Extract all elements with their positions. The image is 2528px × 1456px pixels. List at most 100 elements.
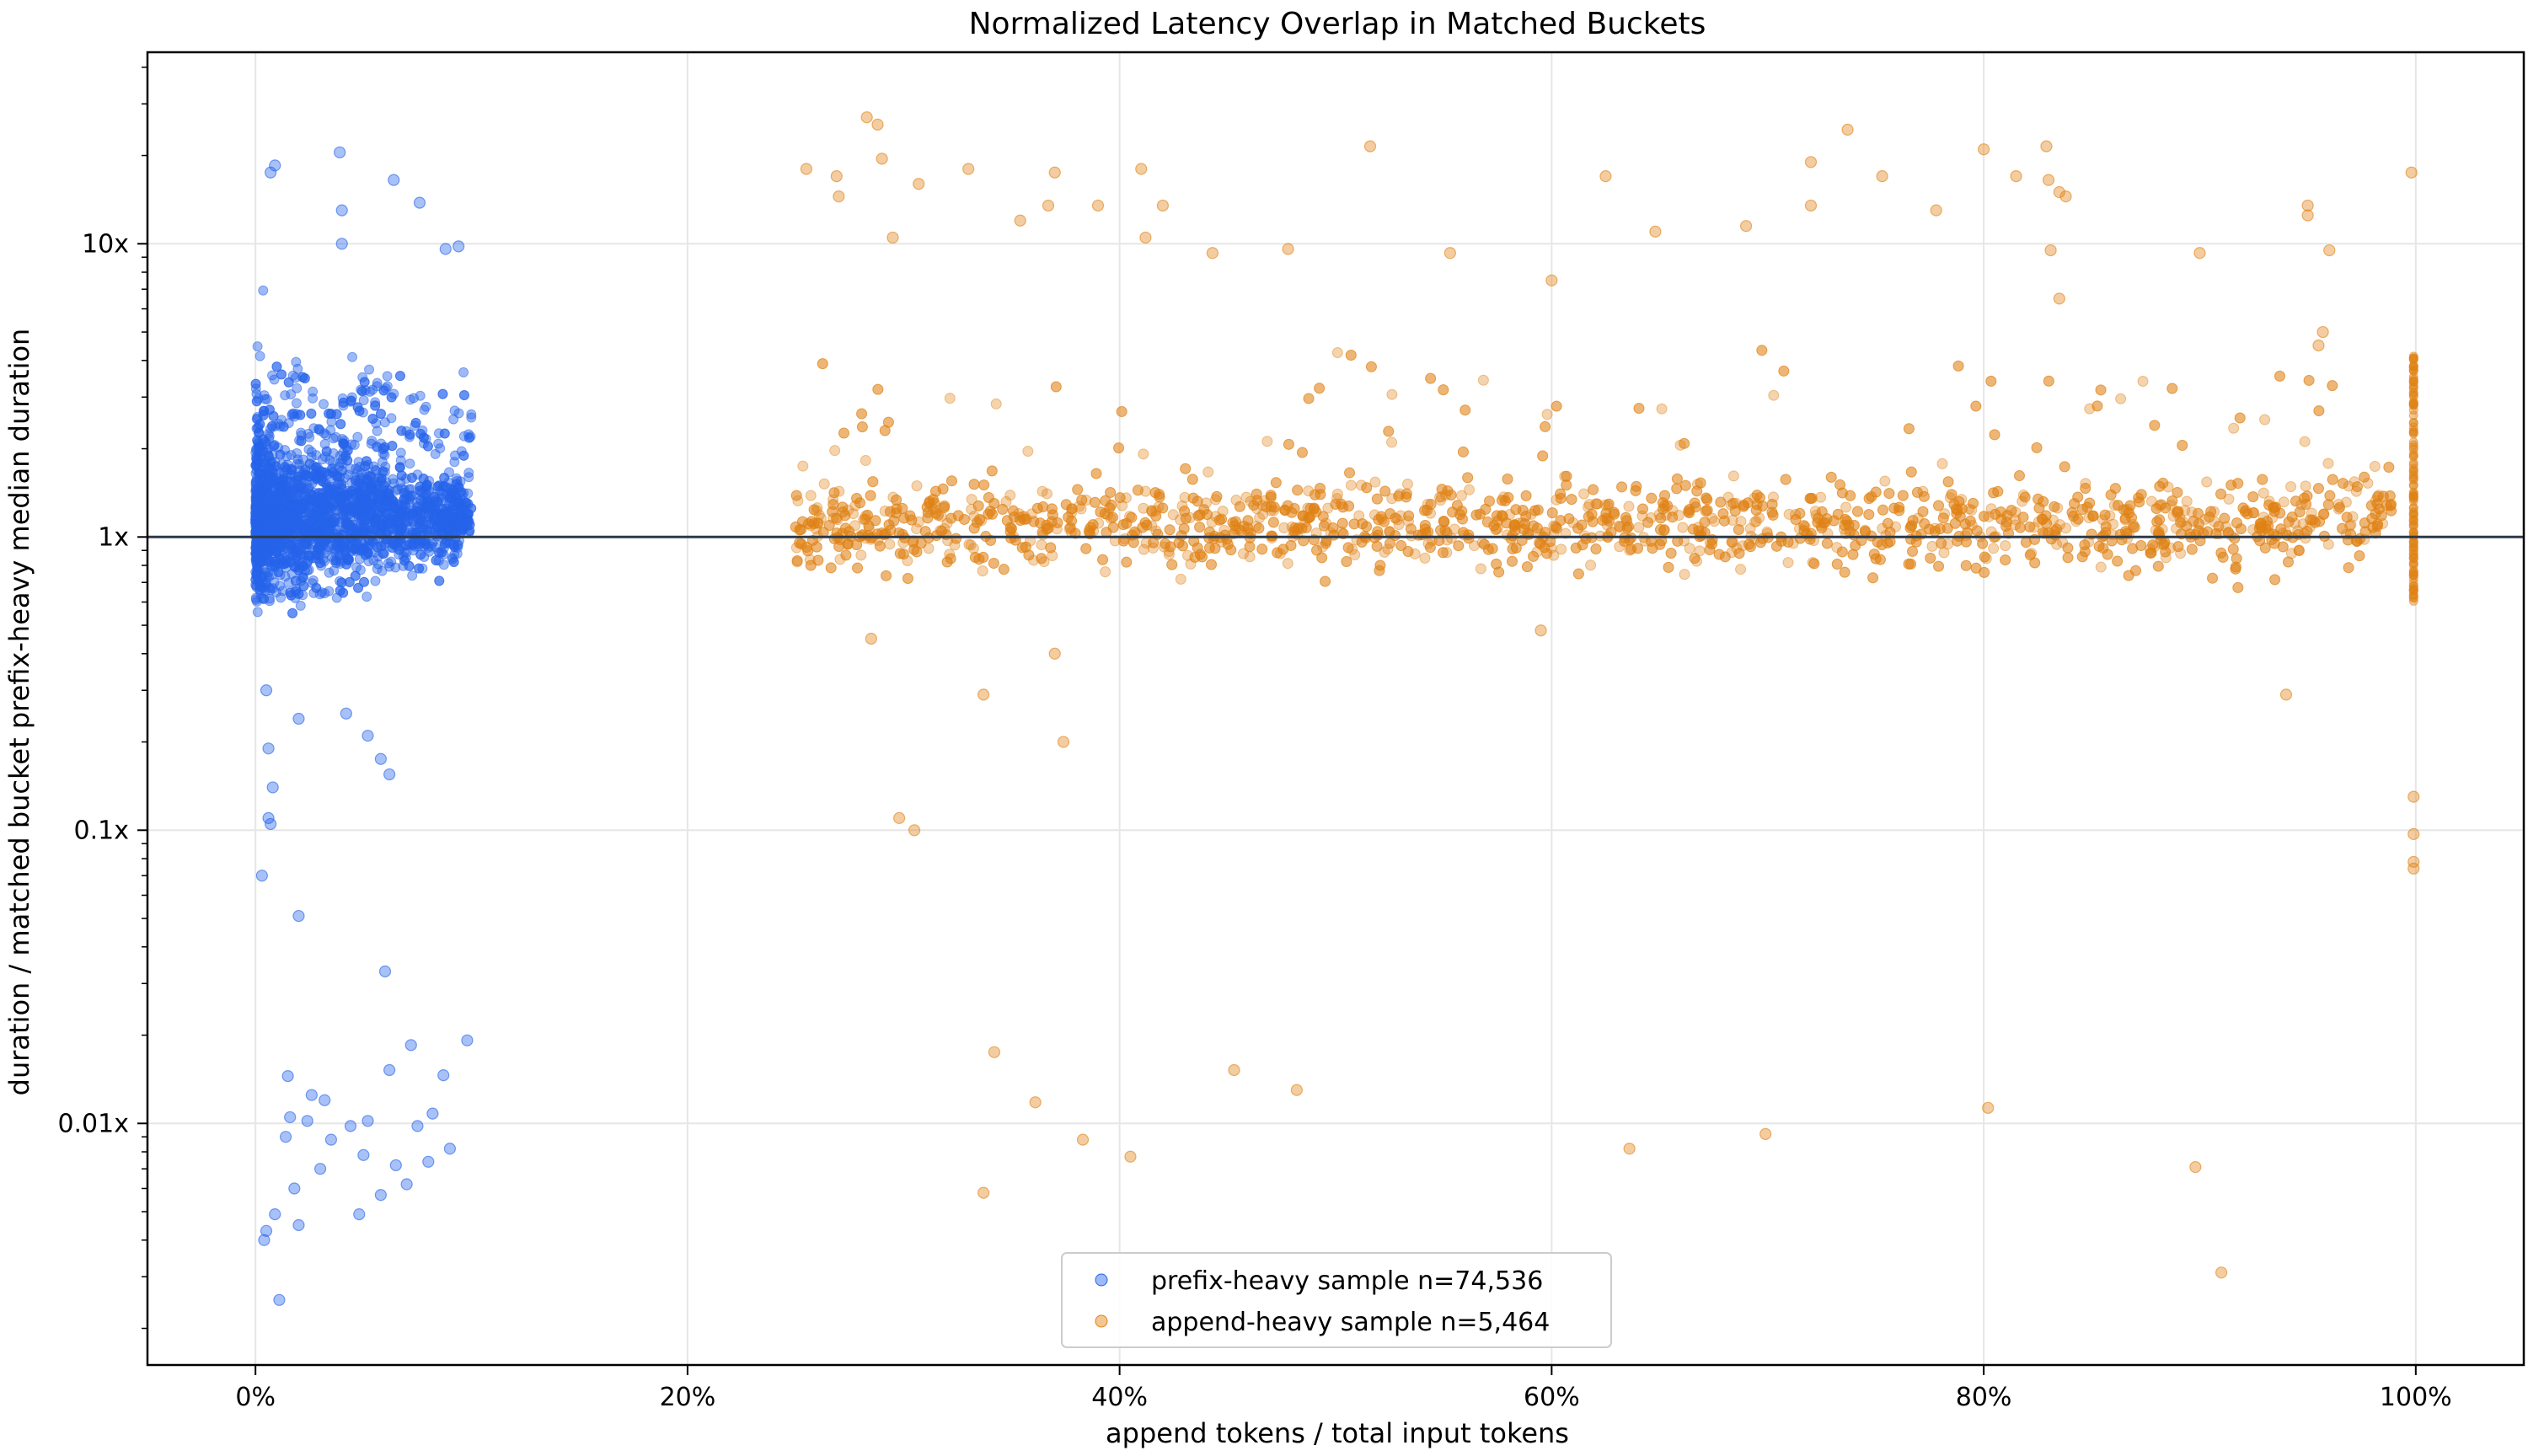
append-heavy-cloud-point [2227, 543, 2239, 555]
append-heavy-cloud-point [1630, 484, 1642, 496]
prefix-heavy-cloud-point [324, 567, 335, 578]
append-heavy-cloud-point [2172, 541, 2184, 553]
append-heavy-cloud-point [1767, 509, 1779, 521]
prefix-heavy-cloud-point [412, 469, 423, 480]
append-heavy-cloud-point [1555, 492, 1567, 504]
append-heavy-cloud-point [1342, 542, 1354, 554]
append-heavy-cloud-point [1121, 556, 1133, 568]
append-heavy-cloud-point [1175, 573, 1186, 585]
append-heavy-cloud-point [968, 479, 980, 490]
append-heavy-cloud-point [2274, 370, 2285, 382]
prefix-heavy-cloud-point [295, 600, 306, 611]
append-heavy-cloud-point [1551, 400, 1562, 412]
prefix-heavy-cloud-point [283, 377, 294, 388]
prefix-heavy-cloud-point [437, 547, 447, 558]
prefix-heavy-cloud-point [341, 559, 352, 570]
append-heavy-cloud-point [1166, 559, 1178, 570]
prefix-heavy-cloud-point [418, 432, 429, 443]
append-heavy-cloud-point [1417, 529, 1428, 541]
prefix-heavy-cloud-point [458, 367, 469, 377]
append-heavy-cloud-point [1541, 548, 1553, 559]
append-heavy-cloud-point [2232, 478, 2244, 490]
append-heavy-cloud-point [1570, 542, 1582, 554]
append-heavy-cloud-point [808, 504, 820, 516]
append-heavy-cloud-point [1960, 559, 1972, 571]
prefix-heavy-cloud-point [271, 361, 282, 372]
append-heavy-cloud-point [2159, 537, 2171, 549]
append-heavy-cloud-point [2384, 490, 2396, 501]
append-heavy-cloud-point [1502, 474, 1513, 485]
append-heavy-cloud-point [1970, 400, 1982, 412]
append-heavy-cloud-point [1344, 467, 1356, 479]
append-heavy-cloud-point [1733, 548, 1745, 559]
append-heavy-cloud-point [874, 540, 886, 552]
append-heavy-cloud-point [977, 551, 989, 563]
append-heavy-cloud-point [808, 518, 820, 530]
append-heavy-cloud-point [1286, 506, 1298, 518]
append-heavy-cloud-point [1726, 536, 1738, 548]
append-heavy-cloud-point [2205, 506, 2217, 517]
append-heavy-cloud-point [867, 476, 879, 488]
append-heavy-cloud-point [1647, 543, 1658, 554]
append-heavy-cloud-point [1656, 403, 1668, 415]
append-heavy-cloud-point [1320, 575, 1331, 587]
append-heavy-cloud-point [1314, 383, 1326, 394]
append-heavy-cloud-point [1506, 555, 1518, 567]
append-heavy-cloud-point [1403, 510, 1415, 522]
append-heavy-cloud-point [1590, 543, 1602, 555]
prefix-heavy-cloud-point [301, 469, 312, 480]
prefix-heavy-cloud-point [372, 559, 383, 570]
append-heavy-cloud-point [852, 562, 864, 574]
append-heavy-cloud-point [2383, 461, 2395, 473]
append-heavy-cloud-point [1754, 537, 1766, 549]
append-heavy-cloud-point [1719, 551, 1731, 563]
append-heavy-cloud-point [1978, 511, 1990, 522]
prefix-heavy-cloud-point [361, 456, 372, 467]
prefix-heavy-cloud-point [463, 472, 474, 483]
prefix-heavy-cloud-point [267, 370, 278, 381]
prefix-heavy-cloud-point [303, 533, 313, 543]
prefix-heavy-cloud-point [281, 518, 292, 529]
append-heavy-cloud-point [1148, 537, 1160, 549]
append-heavy-cloud-point [1034, 517, 1046, 529]
append-heavy-cloud-point [1903, 423, 1915, 435]
append-heavy-cloud-point [1004, 526, 1016, 538]
append-heavy-cloud-point [1202, 466, 1214, 478]
prefix-heavy-cloud-point [270, 516, 281, 527]
append-heavy-cloud-point [2327, 474, 2338, 485]
append-heavy-cloud-point [927, 494, 939, 506]
append-heavy-cloud-point [1507, 543, 1518, 554]
append-heavy-cloud-point [1401, 479, 1413, 490]
prefix-heavy-cloud-point [378, 385, 389, 396]
prefix-heavy-cloud-point [439, 538, 450, 549]
prefix-heavy-cloud-point [362, 592, 372, 602]
append-heavy-cloud-point [1419, 552, 1431, 564]
prefix-heavy-cloud-point [254, 554, 265, 565]
prefix-heavy-cloud-point [250, 500, 261, 511]
prefix-heavy-cloud-point [287, 608, 298, 618]
append-heavy-cloud-point [1050, 381, 1062, 393]
append-heavy-cloud-point [2309, 517, 2321, 528]
append-heavy-cloud-point [1311, 544, 1323, 556]
append-heavy-cloud-point [1248, 500, 1260, 511]
append-heavy-cloud-point [818, 478, 830, 490]
prefix-heavy-cloud-point [394, 371, 405, 382]
append-heavy-cloud-point [1667, 511, 1679, 523]
prefix-heavy-cloud-point [292, 363, 303, 374]
append-heavy-cloud-point [1684, 543, 1695, 554]
append-heavy-cloud-point [1192, 495, 1203, 507]
prefix-heavy-cloud-point [296, 436, 307, 447]
append-heavy-cloud-point [1663, 561, 1674, 573]
append-heavy-cloud-point [1808, 558, 1820, 570]
append-heavy-cloud-point [1254, 512, 1266, 524]
prefix-heavy-cloud-point [388, 474, 399, 484]
append-heavy-cloud-point [1213, 514, 1225, 526]
append-heavy-cloud-point [1310, 489, 1321, 500]
append-heavy-cloud-point [1733, 524, 1744, 536]
append-heavy-cloud-point [879, 425, 891, 436]
append-heavy-cloud-point [945, 475, 957, 487]
prefix-heavy-cloud-point [388, 538, 399, 549]
append-heavy-cloud-point [2351, 481, 2363, 493]
append-heavy-cloud-point [1240, 491, 1252, 503]
append-heavy-cloud-point [805, 490, 817, 501]
